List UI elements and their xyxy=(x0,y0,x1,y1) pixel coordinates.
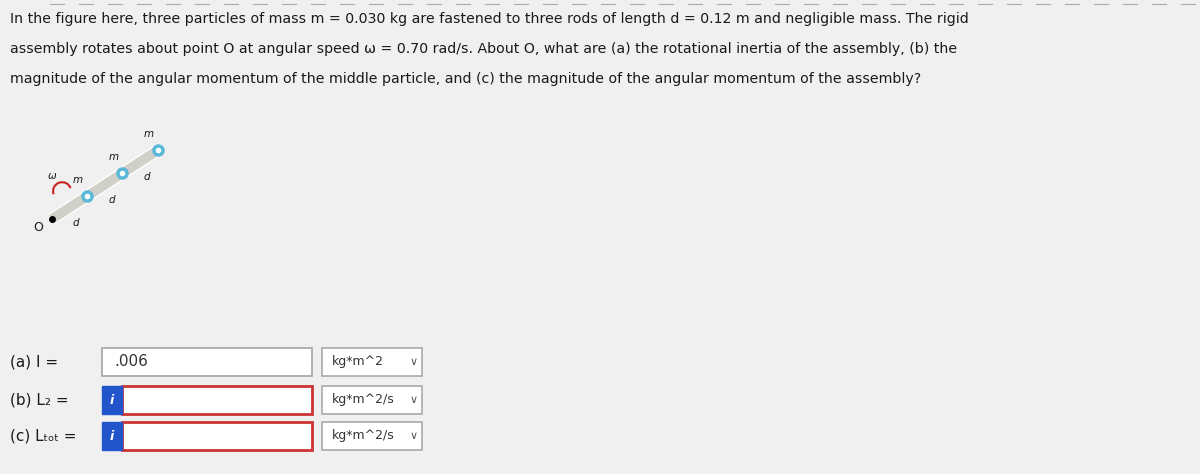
Text: .006: .006 xyxy=(114,355,148,370)
Text: magnitude of the angular momentum of the middle particle, and (c) the magnitude : magnitude of the angular momentum of the… xyxy=(10,72,922,86)
FancyBboxPatch shape xyxy=(102,386,122,414)
Text: ω: ω xyxy=(48,171,56,181)
Text: assembly rotates about point O at angular speed ω = 0.70 rad/s. About O, what ar: assembly rotates about point O at angula… xyxy=(10,42,958,56)
Text: i: i xyxy=(110,429,114,443)
Text: ∨: ∨ xyxy=(410,357,418,367)
Text: ∨: ∨ xyxy=(410,431,418,441)
Text: ∨: ∨ xyxy=(410,395,418,405)
Text: m: m xyxy=(73,175,83,185)
Text: (c) Lₜₒₜ =: (c) Lₜₒₜ = xyxy=(10,428,77,444)
Text: d: d xyxy=(108,195,115,205)
FancyBboxPatch shape xyxy=(322,386,422,414)
FancyBboxPatch shape xyxy=(122,386,312,414)
FancyBboxPatch shape xyxy=(322,348,422,376)
FancyBboxPatch shape xyxy=(122,422,312,450)
Text: (b) L₂ =: (b) L₂ = xyxy=(10,392,68,408)
Text: d: d xyxy=(73,218,79,228)
FancyBboxPatch shape xyxy=(102,348,312,376)
Text: (a) I =: (a) I = xyxy=(10,355,58,370)
Text: kg*m^2/s: kg*m^2/s xyxy=(332,393,395,407)
FancyBboxPatch shape xyxy=(102,422,122,450)
Text: m: m xyxy=(108,152,119,163)
Text: kg*m^2: kg*m^2 xyxy=(332,356,384,368)
Text: d: d xyxy=(143,172,150,182)
FancyBboxPatch shape xyxy=(322,422,422,450)
Text: O: O xyxy=(34,220,43,234)
Text: m: m xyxy=(144,129,154,139)
Text: kg*m^2/s: kg*m^2/s xyxy=(332,429,395,443)
Text: In the figure here, three particles of mass m = 0.030 kg are fastened to three r: In the figure here, three particles of m… xyxy=(10,12,968,26)
Text: i: i xyxy=(110,393,114,407)
